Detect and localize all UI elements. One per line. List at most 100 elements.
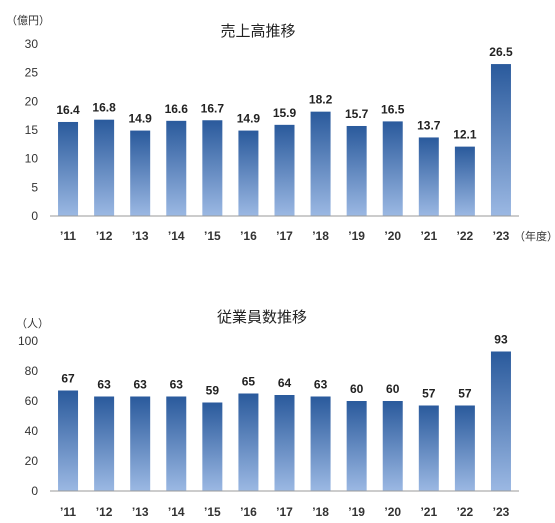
employees-y-tick-label: 40 [25, 424, 39, 438]
employees-y-tick-label: 80 [25, 364, 39, 378]
sales-data-label: 12.1 [453, 128, 477, 142]
employees-data-label: 63 [134, 378, 148, 392]
employees-y-axis: 0 20 40 60 80 100 [18, 334, 38, 498]
sales-x-tick-label: ’15 [204, 229, 221, 243]
sales-bar [310, 111, 331, 216]
employees-data-label: 63 [314, 378, 328, 392]
employees-bar [454, 405, 475, 491]
sales-bar [238, 130, 259, 216]
employees-data-label: 64 [278, 376, 292, 390]
sales-data-label: 13.7 [417, 118, 441, 132]
employees-data-label: 63 [97, 378, 111, 392]
sales-y-tick-label: 15 [25, 123, 39, 137]
sales-x-tick-label: ’19 [348, 229, 365, 243]
employees-data-label: 57 [458, 387, 472, 401]
employees-chart-title: 従業員数推移 [217, 308, 307, 326]
employees-bar [382, 401, 403, 491]
employees-chart: 従業員数推移 （人） 0 20 40 60 80 100 67 ’11 63 ’12 63 ’13 6… [16, 308, 519, 519]
employees-bar [346, 401, 367, 491]
employees-data-label: 65 [242, 375, 256, 389]
employees-y-tick-label: 20 [25, 454, 39, 468]
employees-bar [94, 396, 115, 491]
sales-y-axis: 0 5 10 15 20 25 30 [25, 37, 39, 223]
employees-bar [202, 402, 223, 491]
employees-bars: 67 ’11 63 ’12 63 ’13 63 ’14 59 ’15 65 ’16 64 ’17 63 ’18… [58, 333, 511, 519]
employees-data-label: 67 [61, 372, 75, 386]
employees-data-label: 57 [422, 387, 436, 401]
employees-bar [130, 396, 151, 491]
sales-bar [382, 121, 403, 216]
employees-x-tick-label: ’12 [96, 505, 113, 519]
sales-data-label: 16.6 [165, 102, 189, 116]
sales-data-label: 16.5 [381, 102, 405, 116]
employees-data-label: 60 [386, 382, 400, 396]
employees-x-tick-label: ’14 [168, 505, 185, 519]
employees-data-label: 59 [206, 384, 220, 398]
sales-bar [454, 146, 475, 216]
sales-x-tick-label: ’13 [132, 229, 149, 243]
sales-bar [202, 120, 223, 216]
employees-y-unit-label: （人） [16, 317, 49, 330]
employees-bar [238, 393, 259, 491]
sales-bar [130, 130, 151, 216]
sales-y-tick-label: 5 [31, 180, 38, 194]
employees-x-tick-label: ’13 [132, 505, 149, 519]
employees-x-tick-label: ’11 [60, 505, 76, 519]
employees-data-label: 63 [170, 378, 184, 392]
sales-y-unit-label: （億円） [6, 14, 50, 27]
sales-y-tick-label: 30 [25, 37, 39, 51]
sales-bar [58, 121, 79, 216]
employees-bar [166, 396, 187, 491]
employees-bar [58, 390, 79, 491]
sales-bar [94, 119, 115, 216]
employees-data-label: 60 [350, 382, 364, 396]
employees-x-tick-label: ’21 [420, 505, 437, 519]
employees-x-tick-label: ’23 [493, 505, 510, 519]
sales-data-label: 14.9 [129, 112, 153, 126]
sales-x-tick-label: ’22 [457, 229, 474, 243]
sales-bar [166, 120, 187, 216]
employees-bar [418, 405, 439, 491]
sales-x-tick-label: ’17 [276, 229, 293, 243]
sales-chart-title: 売上高推移 [220, 22, 295, 40]
employees-y-tick-label: 100 [18, 334, 38, 348]
sales-y-tick-label: 20 [25, 94, 39, 108]
employees-y-tick-label: 0 [31, 484, 38, 498]
sales-x-tick-label: ’20 [384, 229, 401, 243]
sales-x-unit-label: （年度） [514, 229, 555, 243]
sales-data-label: 15.9 [273, 106, 297, 120]
sales-data-label: 16.8 [92, 101, 116, 115]
sales-y-tick-label: 10 [25, 152, 39, 166]
sales-x-tick-label: ’14 [168, 229, 185, 243]
sales-bar [346, 125, 367, 216]
sales-x-tick-label: ’16 [240, 229, 257, 243]
sales-data-label: 16.7 [201, 101, 225, 115]
employees-bar [310, 396, 331, 491]
sales-y-tick-label: 25 [25, 66, 39, 80]
sales-bar [418, 137, 439, 216]
sales-x-tick-label: ’21 [420, 229, 437, 243]
sales-data-label: 26.5 [489, 45, 513, 59]
employees-x-tick-label: ’22 [457, 505, 474, 519]
sales-bar [490, 64, 511, 216]
sales-chart: 売上高推移 （億円） （年度） 0 5 10 15 20 25 30 16.4 ’11 16.8… [6, 14, 555, 243]
employees-y-tick-label: 60 [25, 394, 39, 408]
sales-x-tick-label: ’11 [60, 229, 76, 243]
sales-x-tick-label: ’12 [96, 229, 113, 243]
employees-x-tick-label: ’15 [204, 505, 221, 519]
employees-bar [490, 351, 511, 491]
employees-x-tick-label: ’17 [276, 505, 293, 519]
sales-bar [274, 124, 295, 216]
sales-y-tick-label: 0 [31, 209, 38, 223]
sales-data-label: 15.7 [345, 107, 369, 121]
employees-data-label: 93 [494, 333, 508, 347]
sales-data-label: 18.2 [309, 93, 333, 107]
employees-x-tick-label: ’20 [384, 505, 401, 519]
employees-bar [274, 395, 295, 491]
employees-x-tick-label: ’19 [348, 505, 365, 519]
sales-data-label: 16.4 [56, 103, 80, 117]
sales-x-tick-label: ’18 [312, 229, 329, 243]
employees-x-tick-label: ’18 [312, 505, 329, 519]
sales-bars: 16.4 ’11 16.8 ’12 14.9 ’13 16.6 ’14 16.7 ’15 14.9 ’… [56, 45, 513, 243]
